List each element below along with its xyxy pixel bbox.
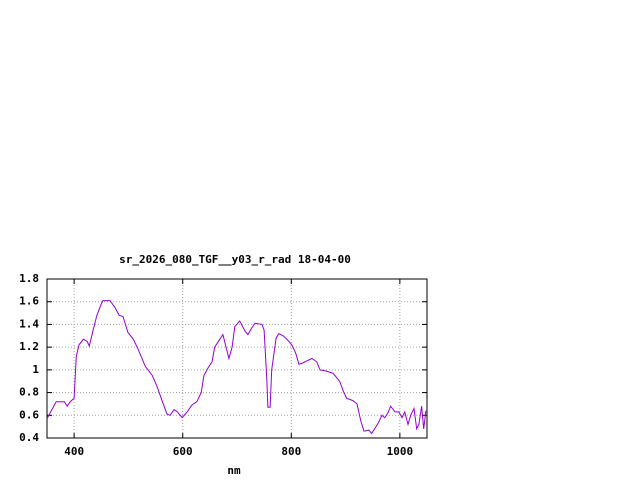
plot-border [46, 278, 428, 439]
y-tick-label: 0.6 [19, 408, 39, 421]
x-tick-label: 1000 [387, 445, 414, 458]
x-tick-label: 800 [281, 445, 301, 458]
y-tick-label: 0.4 [19, 431, 39, 444]
y-tick-label: 1.6 [19, 295, 39, 308]
y-tick-label: 1.8 [19, 272, 39, 285]
y-tick-label: 1.4 [19, 317, 39, 330]
x-tick-label: 400 [64, 445, 84, 458]
data-line [46, 300, 427, 435]
chart-title: sr_2026_080_TGF__y03_r_rad 18-04-00 [119, 253, 351, 266]
y-tick-label: 1 [32, 363, 39, 376]
y-tick-label: 1.2 [19, 340, 39, 353]
y-tick-label: 0.8 [19, 386, 39, 399]
x-tick-label: 600 [173, 445, 193, 458]
x-axis-label: nm [227, 464, 241, 477]
